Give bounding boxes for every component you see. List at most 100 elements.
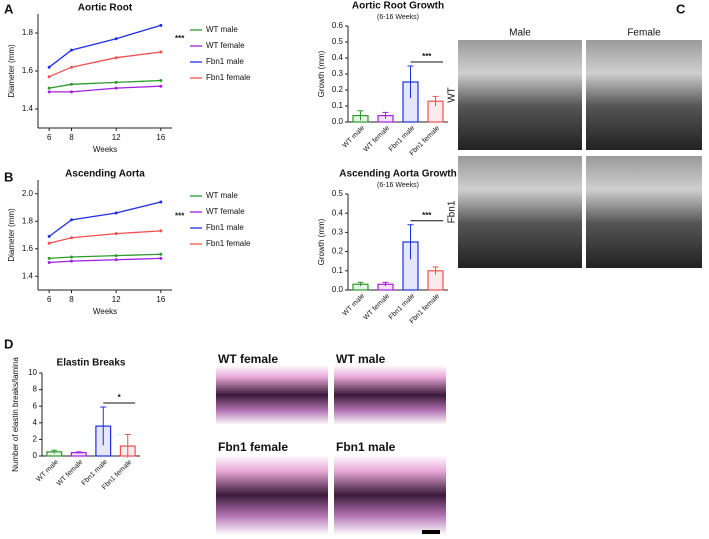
y-tick-label: 0.6 [332, 21, 344, 30]
y-tick-label: 4 [33, 418, 38, 427]
point [159, 23, 163, 27]
image-label: Fbn1 male [336, 440, 396, 454]
point [47, 261, 51, 264]
series-line [49, 79, 161, 89]
x-tick-label: 16 [156, 133, 165, 142]
y-tick-label: 0 [33, 451, 38, 460]
y-tick-label: 0.0 [332, 285, 344, 294]
point [114, 56, 118, 60]
y-tick-label: 0.2 [332, 85, 344, 94]
chart-title: Aortic Root [78, 3, 133, 14]
y-axis-label: Growth (mm) [317, 218, 326, 265]
point [70, 255, 73, 259]
ultrasound-image [586, 156, 702, 268]
point [159, 79, 163, 82]
point [159, 50, 163, 54]
series-line [49, 230, 161, 244]
y-tick-label: 0.1 [332, 101, 344, 110]
y-tick-label: 2 [33, 435, 38, 444]
point [159, 252, 163, 256]
y-tick-label: 1.4 [22, 271, 34, 280]
x-axis-label: Weeks [93, 307, 117, 316]
x-tick-label: WT male [35, 459, 60, 484]
legend-label: Fbn1 female [206, 239, 251, 248]
x-axis-label: Weeks [93, 145, 117, 154]
x-tick-label: 8 [69, 133, 74, 142]
point [47, 241, 51, 245]
y-tick-label: 0.3 [332, 228, 344, 237]
x-tick-label: 12 [112, 133, 121, 142]
legend-label: WT female [206, 41, 245, 50]
row-label: Fbn1 [447, 200, 458, 223]
series-line [49, 253, 161, 260]
chart-title: Ascending Aorta [65, 169, 145, 180]
y-tick-label: 0.2 [332, 247, 344, 256]
x-tick-label: 12 [112, 295, 121, 304]
y-tick-label: 0.4 [332, 208, 344, 217]
panel-letter: C [676, 1, 686, 16]
point [114, 254, 118, 258]
chart-title: Elastin Breaks [57, 358, 126, 369]
y-axis-label: Diameter (mm) [7, 208, 16, 262]
significance: *** [175, 34, 185, 43]
point [70, 259, 73, 263]
series-line [48, 24, 162, 68]
point [114, 258, 118, 262]
series-line [49, 257, 161, 264]
y-tick-label: 6 [33, 401, 38, 410]
y-tick-label: 1.8 [22, 216, 34, 225]
x-tick-label: 8 [69, 295, 74, 304]
y-tick-label: 0.0 [332, 117, 344, 126]
row-label: WT [447, 87, 458, 103]
chart-title: Ascending Aorta Growth [339, 169, 456, 180]
point [159, 229, 163, 233]
y-tick-label: 1.6 [22, 66, 34, 75]
y-tick-label: 0.5 [332, 189, 344, 198]
y-axis-label: Number of elastin breaks/lamina [11, 357, 20, 472]
point [70, 218, 73, 222]
panel-letter: D [4, 336, 13, 351]
significance: *** [175, 212, 185, 221]
y-tick-label: 0.3 [332, 69, 344, 78]
x-tick-label: 6 [47, 133, 52, 142]
chart-subtitle: (6-16 Weeks) [377, 182, 419, 189]
panel-letter: A [4, 1, 14, 16]
column-label: Female [627, 28, 661, 39]
point [70, 236, 73, 240]
ultrasound-image [458, 40, 582, 150]
x-tick-label: 6 [47, 295, 52, 304]
y-tick-label: 1.4 [22, 104, 34, 113]
legend-label: WT male [206, 25, 238, 34]
x-tick-label: WT female [362, 293, 391, 322]
scale-bar [422, 530, 440, 534]
point [47, 234, 51, 238]
point [47, 256, 51, 260]
series-line [49, 85, 161, 93]
histology-image [216, 365, 328, 425]
point [114, 80, 118, 84]
legend-label: WT male [206, 191, 238, 200]
point [114, 232, 118, 236]
point [114, 37, 118, 41]
significance: * [118, 393, 122, 402]
legend-label: WT female [206, 207, 245, 216]
y-tick-label: 0.1 [332, 266, 344, 275]
series-line [48, 201, 161, 237]
significance: *** [422, 52, 432, 61]
column-label: Male [509, 28, 531, 39]
point [70, 48, 73, 52]
panel-letter: B [4, 169, 13, 184]
point [114, 211, 118, 215]
legend-label: Fbn1 male [206, 57, 244, 66]
point [114, 86, 118, 90]
y-tick-label: 0.4 [332, 53, 344, 62]
point [47, 65, 51, 69]
image-label: WT male [336, 352, 386, 366]
point [47, 86, 51, 90]
y-tick-label: 8 [33, 385, 38, 394]
y-tick-label: 1.8 [22, 28, 34, 37]
y-axis-label: Diameter (mm) [7, 44, 16, 98]
chart-subtitle: (6-16 Weeks) [377, 14, 419, 21]
y-axis-label: Growth (mm) [317, 50, 326, 97]
